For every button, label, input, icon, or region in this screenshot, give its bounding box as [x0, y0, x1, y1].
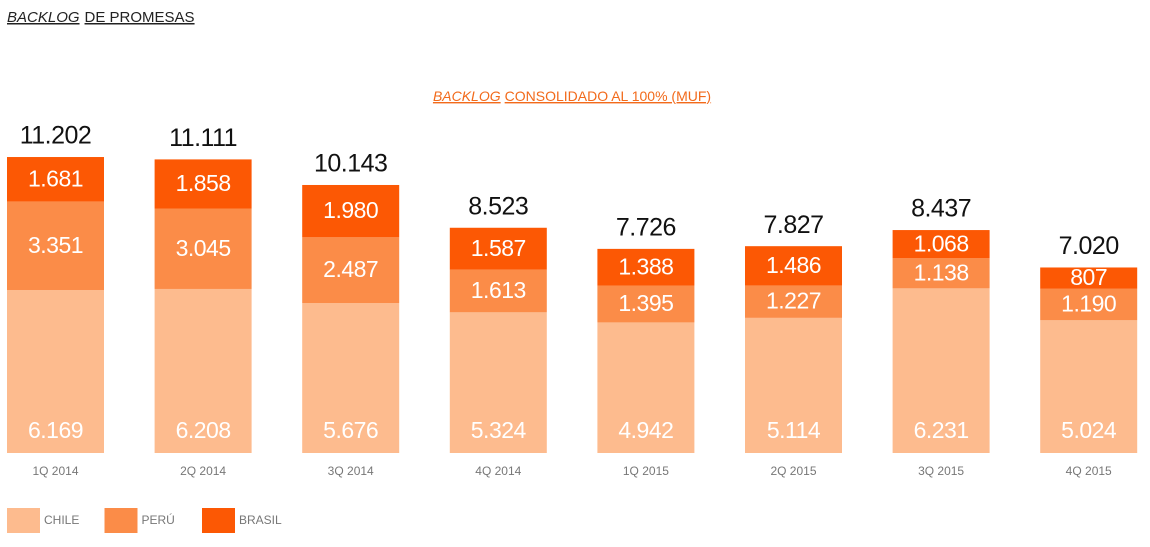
- total-label: 11.111: [169, 124, 237, 152]
- bar-segment: [154, 159, 252, 209]
- value-label: 2.487: [323, 256, 378, 282]
- bar-segment: [7, 289, 104, 453]
- bar-segment: [449, 269, 547, 313]
- bar-segment: [597, 285, 695, 323]
- value-label: 5.676: [323, 417, 378, 443]
- bar-segment: [892, 288, 990, 453]
- value-label: 1.395: [618, 290, 673, 316]
- value-label: 6.169: [28, 417, 83, 443]
- value-label: 1.388: [618, 253, 673, 279]
- legend-label: CHILE: [44, 513, 79, 527]
- value-label: 3.351: [28, 232, 83, 258]
- bar-segment: [597, 322, 695, 453]
- bar-segment: [154, 208, 252, 289]
- value-label: 1.227: [766, 288, 821, 314]
- value-label: 5.114: [767, 417, 821, 443]
- chart-title-rest: CONSOLIDADO AL 100% (MUF): [505, 88, 711, 104]
- value-label: 6.231: [914, 417, 969, 443]
- total-label: 7.020: [1059, 232, 1119, 260]
- bar-segment: [1040, 288, 1138, 321]
- x-tick-label: 2Q 2015: [770, 464, 816, 478]
- x-tick-label: 1Q 2015: [623, 464, 669, 478]
- value-label: 807: [1070, 264, 1107, 290]
- total-label: 8.437: [911, 195, 971, 223]
- total-label: 7.726: [616, 213, 676, 241]
- bar-segment: [892, 258, 990, 289]
- x-tick-label: 3Q 2014: [328, 464, 374, 478]
- x-tick-label: 1Q 2014: [32, 464, 78, 478]
- bar-segment: [1040, 267, 1138, 289]
- chart-title-emphasis: BACKLOG: [433, 88, 501, 104]
- value-label: 3.045: [176, 235, 231, 261]
- value-label: 1.858: [176, 170, 231, 196]
- value-label: 1.190: [1061, 291, 1116, 317]
- x-tick-label: 4Q 2014: [475, 464, 521, 478]
- total-label: 11.202: [20, 122, 92, 150]
- page-title: BACKLOG DE PROMESAS: [7, 9, 195, 26]
- x-tick-label: 2Q 2014: [180, 464, 226, 478]
- bar-segment: [1040, 320, 1138, 453]
- bar-segment: [745, 317, 842, 453]
- bar-segment: [7, 201, 104, 290]
- value-label: 1.587: [471, 235, 526, 261]
- bar-segment: [302, 237, 400, 304]
- legend-label: PERÚ: [142, 512, 175, 527]
- legend-label: BRASIL: [239, 513, 282, 527]
- bar-segment: [449, 312, 547, 453]
- bar-segment: [154, 288, 252, 453]
- value-label: 1.486: [766, 252, 821, 278]
- bar-segment: [745, 246, 842, 286]
- bar-segment: [745, 285, 842, 318]
- total-label: 10.143: [314, 150, 387, 178]
- legend-swatch: [104, 508, 138, 533]
- legend-swatch: [202, 508, 235, 533]
- total-label: 8.523: [468, 192, 528, 220]
- value-label: 1.138: [914, 259, 969, 285]
- value-label: 1.681: [28, 165, 83, 191]
- chart-title: BACKLOG CONSOLIDADO AL 100% (MUF): [433, 88, 711, 104]
- legend-swatch: [7, 508, 40, 533]
- value-label: 5.324: [471, 417, 527, 443]
- title-emphasis: BACKLOG: [7, 9, 80, 26]
- bar-segment: [449, 227, 547, 270]
- bar-segment: [892, 230, 990, 259]
- bar-segment: [597, 248, 695, 286]
- bar-segment: [7, 157, 104, 202]
- value-label: 1.980: [323, 197, 378, 223]
- value-label: 1.068: [914, 230, 969, 256]
- total-label: 7.827: [763, 211, 823, 239]
- bar-segment: [302, 303, 400, 453]
- bar-segment: [302, 184, 400, 238]
- value-label: 5.024: [1061, 417, 1117, 443]
- title-rest: DE PROMESAS: [85, 9, 195, 26]
- x-tick-label: 3Q 2015: [918, 464, 964, 478]
- value-label: 1.613: [471, 277, 526, 303]
- x-tick-label: 4Q 2015: [1066, 464, 1112, 478]
- value-label: 6.208: [176, 417, 231, 443]
- value-label: 4.942: [618, 417, 673, 443]
